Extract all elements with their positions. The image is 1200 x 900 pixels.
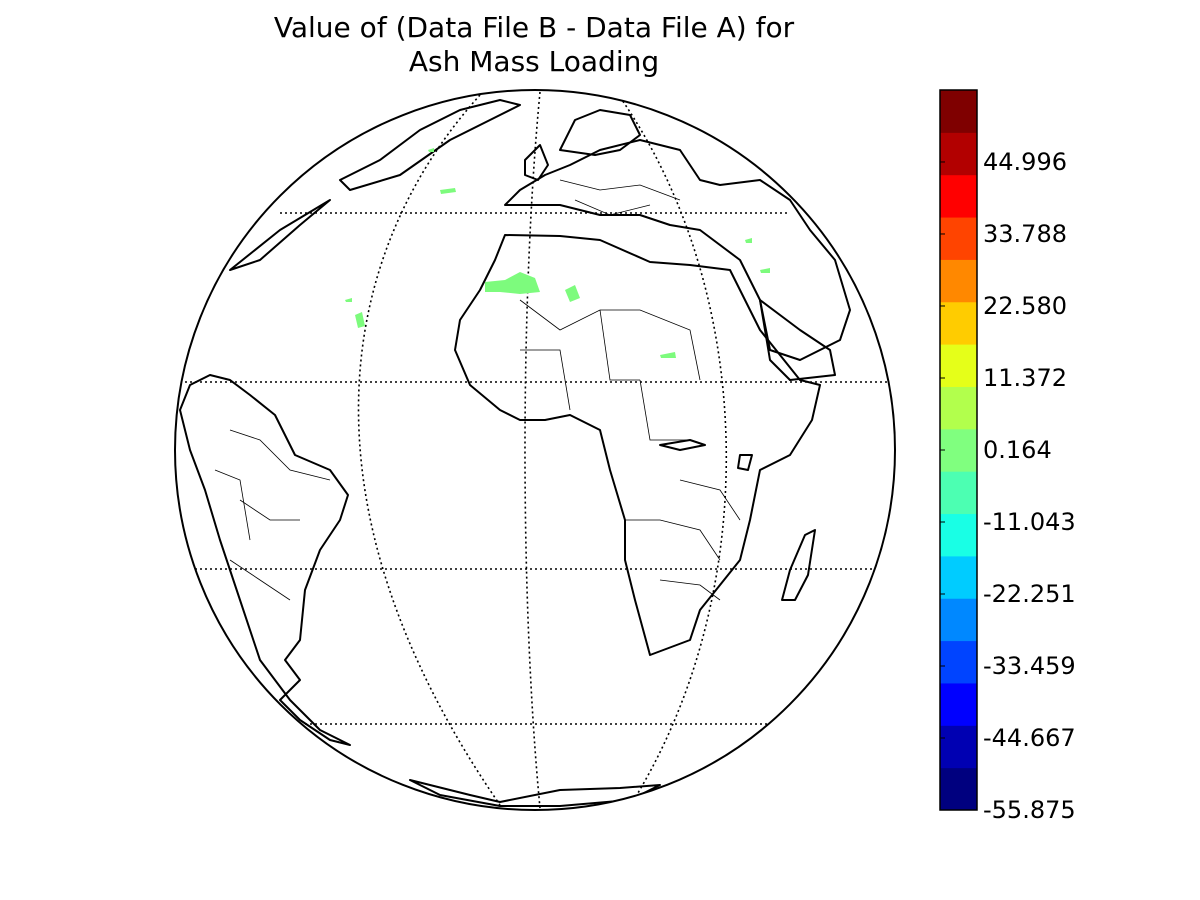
colorbar-band [940,386,977,430]
colorbar-band [940,344,977,387]
colorbar-tick-label: 0.164 [983,435,1052,464]
colorbar-band [940,259,977,303]
colorbar-band [940,471,977,515]
colorbar-tick-label: -11.043 [983,507,1076,536]
colorbar-bands [940,90,977,811]
colorbar-tick-label: 33.788 [983,219,1067,248]
colorbar-ticks [940,161,945,811]
colorbar-tick-label: -44.667 [983,723,1076,752]
colorbar-band [940,598,977,642]
colorbar-tick-label: -55.875 [983,796,1076,824]
colorbar-band [940,301,977,345]
globe-content [175,91,895,809]
map-title-line-1: Value of (Data File B - Data File A) for [273,11,795,44]
graticule [175,91,895,809]
colorbar-band [940,555,977,599]
coastlines [179,99,851,807]
globe-outline [174,89,896,811]
colorbar-band [940,682,977,726]
colorbar-band [940,513,977,557]
colorbar-tick-label: -33.459 [983,651,1076,680]
colorbar-band [940,132,977,176]
colorbar-band [940,428,977,472]
country-borders [214,179,741,601]
colorbar-tick-label: 11.372 [983,363,1067,392]
colorbar-band [940,174,977,218]
colorbar-band [940,217,977,260]
colorbar-tick-label: -22.251 [983,579,1076,608]
data-patches [345,148,770,358]
colorbar-band [940,90,977,133]
colorbar-band [940,725,977,769]
colorbar-band [940,640,977,684]
colorbar-band [940,767,977,811]
map-title-line-2: Ash Mass Loading [408,45,660,78]
colorbar-tick-label: 22.580 [983,291,1067,320]
colorbar-tick-label: 44.996 [983,147,1067,176]
